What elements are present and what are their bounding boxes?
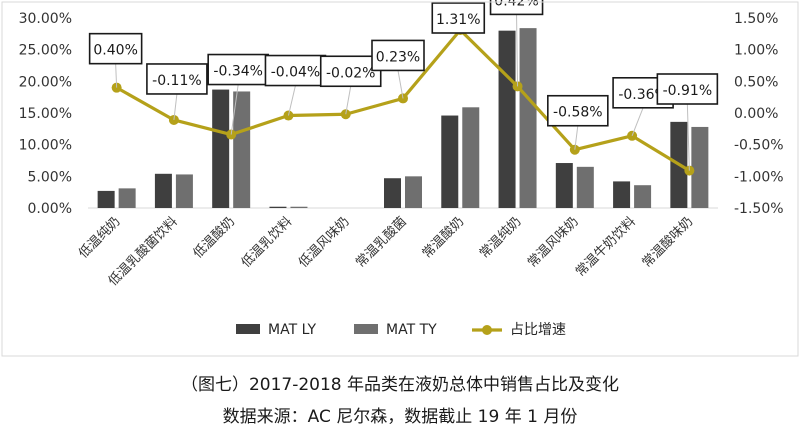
category-label: 常温酸奶: [420, 214, 467, 261]
bar-mat-ly: [154, 173, 172, 208]
data-label: -0.02%: [326, 65, 376, 81]
data-label-box: [88, 32, 143, 65]
legend-label: MAT TY: [386, 322, 437, 338]
bar-mat-ty: [118, 188, 136, 208]
y-right-tick-label: 1.50%: [734, 11, 778, 27]
category-label: 低温风味奶: [296, 214, 353, 271]
bar-mat-ly: [441, 115, 459, 208]
bar-mat-ty: [233, 91, 251, 208]
data-label: -0.34%: [213, 64, 263, 80]
y-left-tick-label: 15.00%: [19, 106, 72, 122]
data-label-leader: [574, 125, 579, 150]
y-left-tick-label: 25.00%: [19, 43, 72, 59]
y-right-tick-label: -1.00%: [734, 169, 784, 185]
data-label: 0.23%: [376, 49, 420, 65]
data-label: -0.58%: [553, 105, 603, 121]
data-label-box: [207, 53, 269, 86]
y-right-tick-label: -1.50%: [734, 201, 784, 217]
bar-mat-ly: [613, 181, 631, 208]
bar-mat-ty: [691, 126, 709, 208]
bar-mat-ly: [384, 178, 401, 208]
category-label: 常温乳酸菌: [353, 214, 410, 271]
y-left-tick-label: 20.00%: [19, 74, 72, 90]
y-right-tick-label: -0.50%: [734, 138, 784, 154]
data-label-leader: [115, 63, 118, 88]
bar-mat-ty: [175, 174, 193, 208]
bar-mat-ly: [555, 163, 573, 208]
y-left-tick-label: 10.00%: [19, 138, 72, 154]
data-label-box: [264, 54, 327, 87]
category-label: 常温牛奶饮料: [573, 214, 639, 280]
category-label: 低温纯奶: [76, 214, 123, 261]
data-label-box: [146, 63, 208, 95]
data-label: -0.04%: [271, 65, 321, 81]
bar-mat-ly: [269, 206, 287, 208]
y-left-tick-label: 0.00%: [28, 201, 72, 217]
data-label: -0.91%: [663, 83, 713, 99]
data-label-leader: [397, 70, 404, 99]
chart-frame: 0.00% 5.00% 10.00% 15.00% 20.00% 25.00% 30.00%…: [1, 0, 799, 357]
bar-mat-ty: [290, 206, 308, 208]
category-label: 常温纯奶: [477, 214, 524, 261]
chart-border: [1, 1, 799, 357]
data-label-leader: [686, 103, 690, 171]
category-label: 低温酸奶: [191, 214, 238, 261]
data-label: 0.40%: [93, 43, 137, 59]
data-label: 0.42%: [494, 0, 538, 9]
data-label-leader: [173, 93, 178, 121]
data-label-leader: [230, 84, 239, 135]
data-label: -0.36%: [618, 87, 668, 103]
y-left-tick-label: 30.00%: [19, 11, 72, 27]
category-label: 低温乳饮料: [239, 214, 296, 271]
legend-label: MAT LY: [268, 322, 317, 338]
category-label: 常温酸味奶: [640, 214, 697, 271]
data-label: 1.31%: [436, 12, 480, 28]
bar-mat-ty: [462, 107, 480, 208]
data-label-box: [547, 94, 609, 127]
data-label-leader: [516, 14, 519, 87]
data-label: -0.11%: [152, 73, 202, 89]
data-label-box: [371, 39, 425, 72]
bar-mat-ly: [212, 89, 230, 208]
bar-mat-ty: [405, 176, 422, 208]
data-label-leader: [631, 107, 644, 136]
figure-caption: （图七）2017-2018 年品类在液奶总体中销售占比及变化: [180, 375, 620, 395]
data-label-leader: [345, 86, 352, 115]
legend-swatch: [236, 324, 260, 334]
y-left-tick-label: 5.00%: [28, 169, 72, 185]
y-right-tick-label: 0.00%: [734, 106, 778, 122]
data-label-box: [489, 0, 544, 16]
data-label-box: [656, 73, 719, 105]
data-source-note: 数据来源：AC 尼尔森，数据截止 19 年 1 月份: [222, 407, 578, 427]
legend-marker: [482, 325, 492, 335]
bar-mat-ty: [576, 166, 594, 208]
bar-mat-ly: [97, 190, 115, 208]
legend-swatch: [354, 324, 378, 334]
bar-mat-ly: [498, 30, 516, 208]
data-label-box: [319, 55, 382, 88]
y-right-tick-label: 0.50%: [734, 74, 778, 90]
bar-mat-ty: [634, 185, 652, 208]
data-label-box: [431, 2, 486, 34]
bar-mat-ty: [519, 28, 537, 209]
legend-label: 占比增速: [510, 322, 566, 338]
liquid-milk-share-chart: 0.00% 5.00% 10.00% 15.00% 20.00% 25.00% 30.00%…: [1, 0, 799, 357]
y-right-tick-label: 1.00%: [734, 43, 778, 59]
category-label: 常温风味奶: [525, 214, 582, 271]
data-label-leader: [287, 85, 296, 116]
